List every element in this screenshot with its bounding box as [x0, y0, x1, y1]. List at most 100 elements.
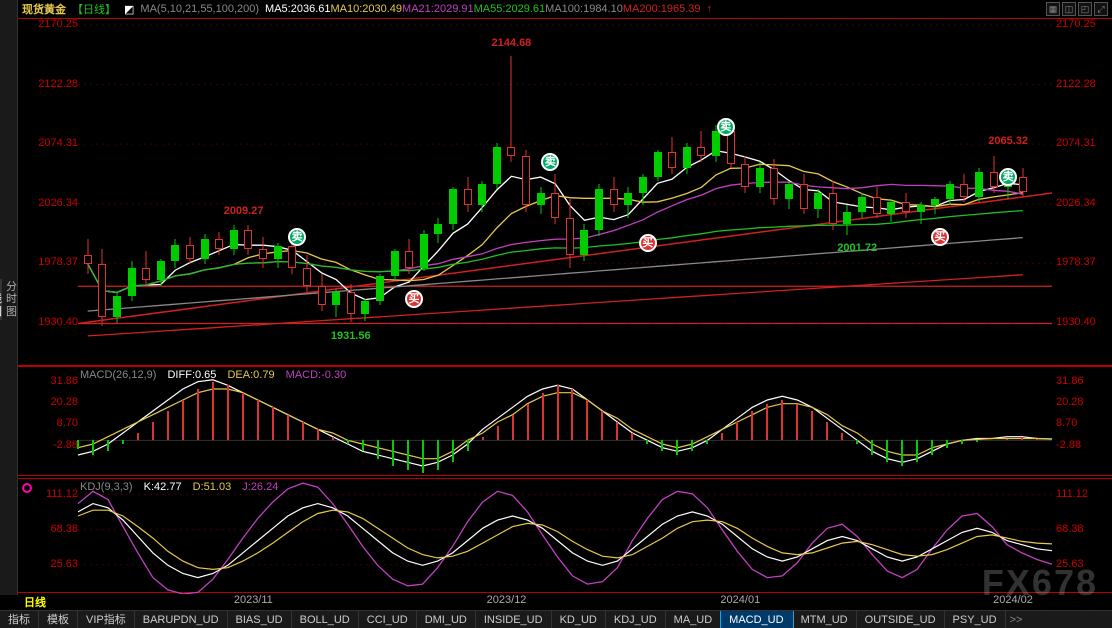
nav-item-1[interactable]: K线图 — [0, 279, 2, 319]
candle[interactable] — [171, 19, 179, 367]
sell-marker[interactable]: 卖 — [999, 168, 1017, 186]
indicator-tab-kdj_ud[interactable]: KDJ_UD — [606, 611, 666, 628]
candle[interactable] — [946, 19, 954, 367]
candle[interactable] — [902, 19, 910, 367]
candle[interactable] — [858, 19, 866, 367]
indicator-tab-macd_ud[interactable]: MACD_UD — [721, 611, 792, 628]
candle[interactable] — [128, 19, 136, 367]
candle[interactable] — [785, 19, 793, 367]
indicator-tab-bias_ud[interactable]: BIAS_UD — [228, 611, 292, 628]
more-indicators[interactable]: >> — [1010, 614, 1023, 626]
candle[interactable] — [683, 19, 691, 367]
indicator-tab-mtm_ud[interactable]: MTM_UD — [793, 611, 857, 628]
indicator-tab-inside_ud[interactable]: INSIDE_UD — [476, 611, 552, 628]
sell-marker[interactable]: 卖 — [717, 118, 735, 136]
indicator-tab-psy_ud[interactable]: PSY_UD — [945, 611, 1006, 628]
indicator-tab-cci_ud[interactable]: CCI_UD — [359, 611, 417, 628]
candle[interactable] — [84, 19, 92, 367]
candle[interactable] — [668, 19, 676, 367]
candle[interactable] — [303, 19, 311, 367]
kdj-chart-area[interactable] — [78, 479, 1052, 594]
candle[interactable] — [478, 19, 486, 367]
price-chart-area[interactable]: 2009.271931.562144.682001.722065.32卖买卖买卖… — [78, 19, 1052, 367]
candle[interactable] — [1019, 19, 1027, 367]
candle[interactable] — [376, 19, 384, 367]
candle[interactable] — [975, 19, 983, 367]
candle[interactable] — [873, 19, 881, 367]
candle[interactable] — [361, 19, 369, 367]
candle[interactable] — [215, 19, 223, 367]
candle[interactable] — [142, 19, 150, 367]
top-icon-3[interactable]: ◰ — [1078, 2, 1092, 16]
candle[interactable] — [595, 19, 603, 367]
candle[interactable] — [522, 19, 530, 367]
macd-bar — [107, 440, 109, 451]
top-icon-1[interactable]: ▦ — [1046, 2, 1060, 16]
indicator-tab-ma_ud[interactable]: MA_UD — [666, 611, 722, 628]
candle[interactable] — [347, 19, 355, 367]
candle[interactable] — [990, 19, 998, 367]
indicator-tab-指标[interactable]: 指标 — [0, 611, 39, 628]
sell-marker[interactable]: 卖 — [288, 228, 306, 246]
candle[interactable] — [288, 19, 296, 367]
buy-marker[interactable]: 买 — [639, 234, 657, 252]
candle[interactable] — [580, 19, 588, 367]
indicator-tab-vip指标[interactable]: VIP指标 — [78, 611, 135, 628]
candle[interactable] — [318, 19, 326, 367]
candle[interactable] — [931, 19, 939, 367]
candle[interactable] — [537, 19, 545, 367]
candle[interactable] — [814, 19, 822, 367]
candle[interactable] — [639, 19, 647, 367]
candle[interactable] — [697, 19, 705, 367]
candle[interactable] — [449, 19, 457, 367]
candle[interactable] — [113, 19, 121, 367]
candle[interactable] — [741, 19, 749, 367]
candle[interactable] — [712, 19, 720, 367]
indicator-tab-barupdn_ud[interactable]: BARUPDN_UD — [135, 611, 228, 628]
indicator-tab-kd_ud[interactable]: KD_UD — [552, 611, 606, 628]
ma-value-ma21: MA21:2029.91 — [402, 3, 474, 15]
indicator-tab-模板[interactable]: 模板 — [39, 611, 78, 628]
candle[interactable] — [887, 19, 895, 367]
buy-marker[interactable]: 买 — [931, 228, 949, 246]
candle[interactable] — [800, 19, 808, 367]
candle[interactable] — [434, 19, 442, 367]
candle[interactable] — [332, 19, 340, 367]
nav-item-0[interactable]: 分时图 — [6, 279, 17, 319]
candle[interactable] — [727, 19, 735, 367]
candle[interactable] — [566, 19, 574, 367]
candle[interactable] — [624, 19, 632, 367]
candle[interactable] — [201, 19, 209, 367]
candle[interactable] — [1004, 19, 1012, 367]
buy-marker[interactable]: 买 — [405, 290, 423, 308]
candle[interactable] — [493, 19, 501, 367]
candle[interactable] — [259, 19, 267, 367]
candle[interactable] — [274, 19, 282, 367]
candle[interactable] — [917, 19, 925, 367]
candle[interactable] — [756, 19, 764, 367]
candle[interactable] — [186, 19, 194, 367]
candle[interactable] — [420, 19, 428, 367]
candle[interactable] — [610, 19, 618, 367]
candle[interactable] — [507, 19, 515, 367]
candle[interactable] — [654, 19, 662, 367]
indicator-tab-boll_ud[interactable]: BOLL_UD — [292, 611, 359, 628]
candle[interactable] — [98, 19, 106, 367]
candle[interactable] — [960, 19, 968, 367]
candle[interactable] — [551, 19, 559, 367]
candle[interactable] — [405, 19, 413, 367]
candle[interactable] — [244, 19, 252, 367]
indicator-tab-dmi_ud[interactable]: DMI_UD — [417, 611, 476, 628]
sell-marker[interactable]: 卖 — [541, 153, 559, 171]
candle[interactable] — [829, 19, 837, 367]
candle[interactable] — [157, 19, 165, 367]
candle[interactable] — [843, 19, 851, 367]
candle[interactable] — [464, 19, 472, 367]
candle[interactable] — [391, 19, 399, 367]
top-icon-4[interactable]: ⤢ — [1094, 2, 1108, 16]
macd-chart-area[interactable] — [78, 367, 1052, 477]
indicator-tab-outside_ud[interactable]: OUTSIDE_UD — [857, 611, 945, 628]
top-icon-2[interactable]: ◫ — [1062, 2, 1076, 16]
candle[interactable] — [230, 19, 238, 367]
candle[interactable] — [770, 19, 778, 367]
